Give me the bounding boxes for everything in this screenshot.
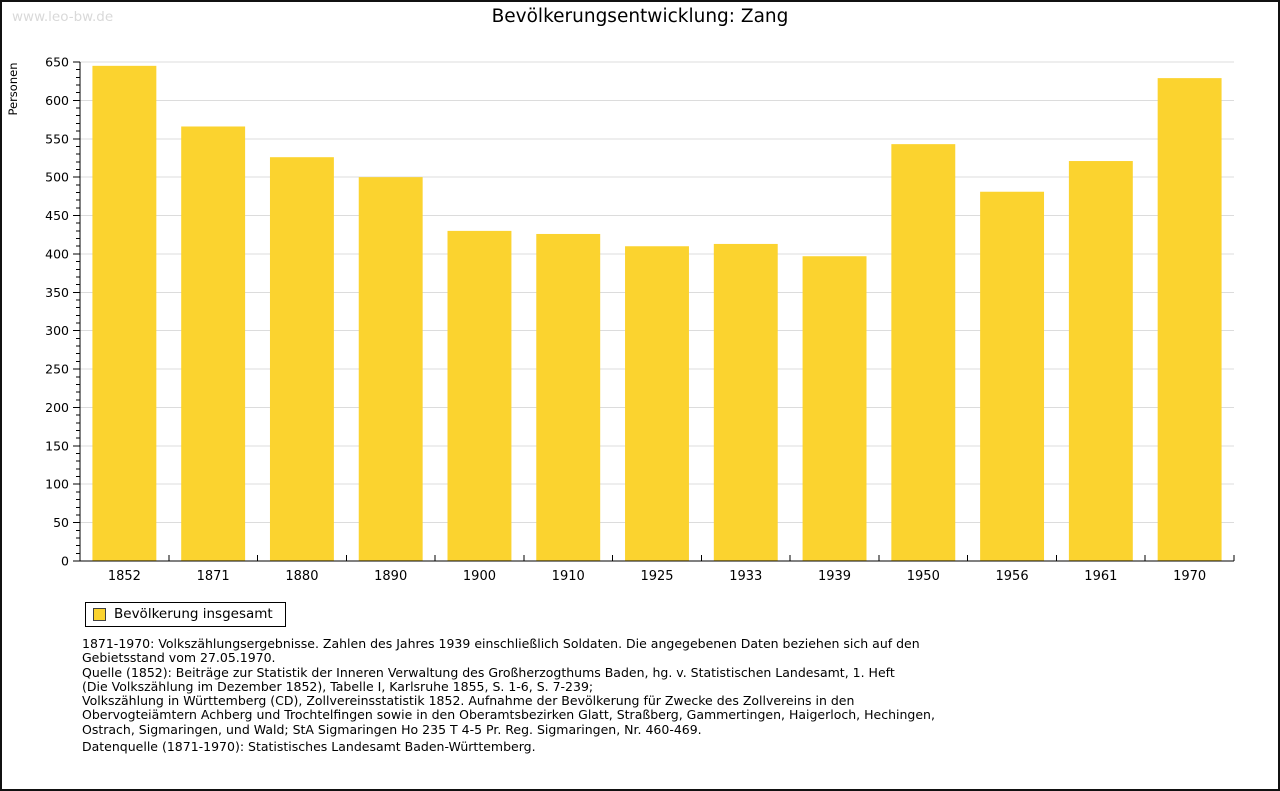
bar-1900 [447,230,512,561]
y-tick-label: 300 [45,323,69,338]
x-tick-label: 1956 [996,569,1029,584]
legend-label: Bevölkerung insgesamt [114,606,273,622]
y-tick-label: 650 [45,55,69,70]
legend-swatch-icon [93,607,106,621]
x-tick-label: 1939 [818,569,851,584]
y-tick-label: 500 [45,170,69,185]
y-tick-label: 450 [45,208,69,223]
watermark: www.leo-bw.de [12,9,114,25]
bar-1970 [1157,78,1222,562]
bar-1956 [980,191,1045,562]
x-tick-label: 1871 [197,569,230,584]
bar-1933 [713,243,778,562]
bar-1871 [181,126,246,562]
y-tick-label: 400 [45,246,69,261]
bar-1880 [269,157,334,561]
bar-1939 [802,256,867,561]
population-bar-chart: 0 50 100 150 200 250 300 350 400 450 500 550 600 650 1… [45,55,1235,584]
x-tick-label: 1970 [1173,569,1206,584]
x-tick-label: 1925 [640,569,673,584]
x-tick-label: 1933 [729,569,762,584]
x-tick-label: 1852 [108,569,141,584]
bar-1910 [536,233,601,561]
bar-1890 [358,177,423,561]
bar-1950 [891,144,956,562]
footnote: 1871-1970: Volkszählungsergebnisse. Zahl… [82,636,935,737]
y-tick-label: 350 [45,285,69,300]
y-tick-label: 0 [61,554,69,569]
legend: Bevölkerung insgesamt [85,602,286,627]
x-tick-label: 1890 [374,569,407,584]
chart-title: Bevölkerungsentwicklung: Zang [491,6,789,27]
bar-1852 [92,65,157,561]
y-tick-label: 200 [45,400,69,415]
y-tick-label: 550 [45,131,69,146]
x-tick-label: 1961 [1084,569,1117,584]
x-tick-label: 1900 [463,569,496,584]
y-tick-label: 250 [45,362,69,377]
y-tick-label: 600 [45,93,69,108]
y-tick-label: 50 [53,515,69,530]
x-tick-label: 1950 [907,569,940,584]
y-tick-label: 150 [45,438,69,453]
y-tick-label: 100 [45,477,69,492]
x-tick-label: 1910 [552,569,585,584]
bar-1961 [1068,161,1133,562]
bar-1925 [625,246,689,561]
x-tick-label: 1880 [285,569,318,584]
datasource-note: Datenquelle (1871-1970): Statistisches L… [82,739,536,754]
